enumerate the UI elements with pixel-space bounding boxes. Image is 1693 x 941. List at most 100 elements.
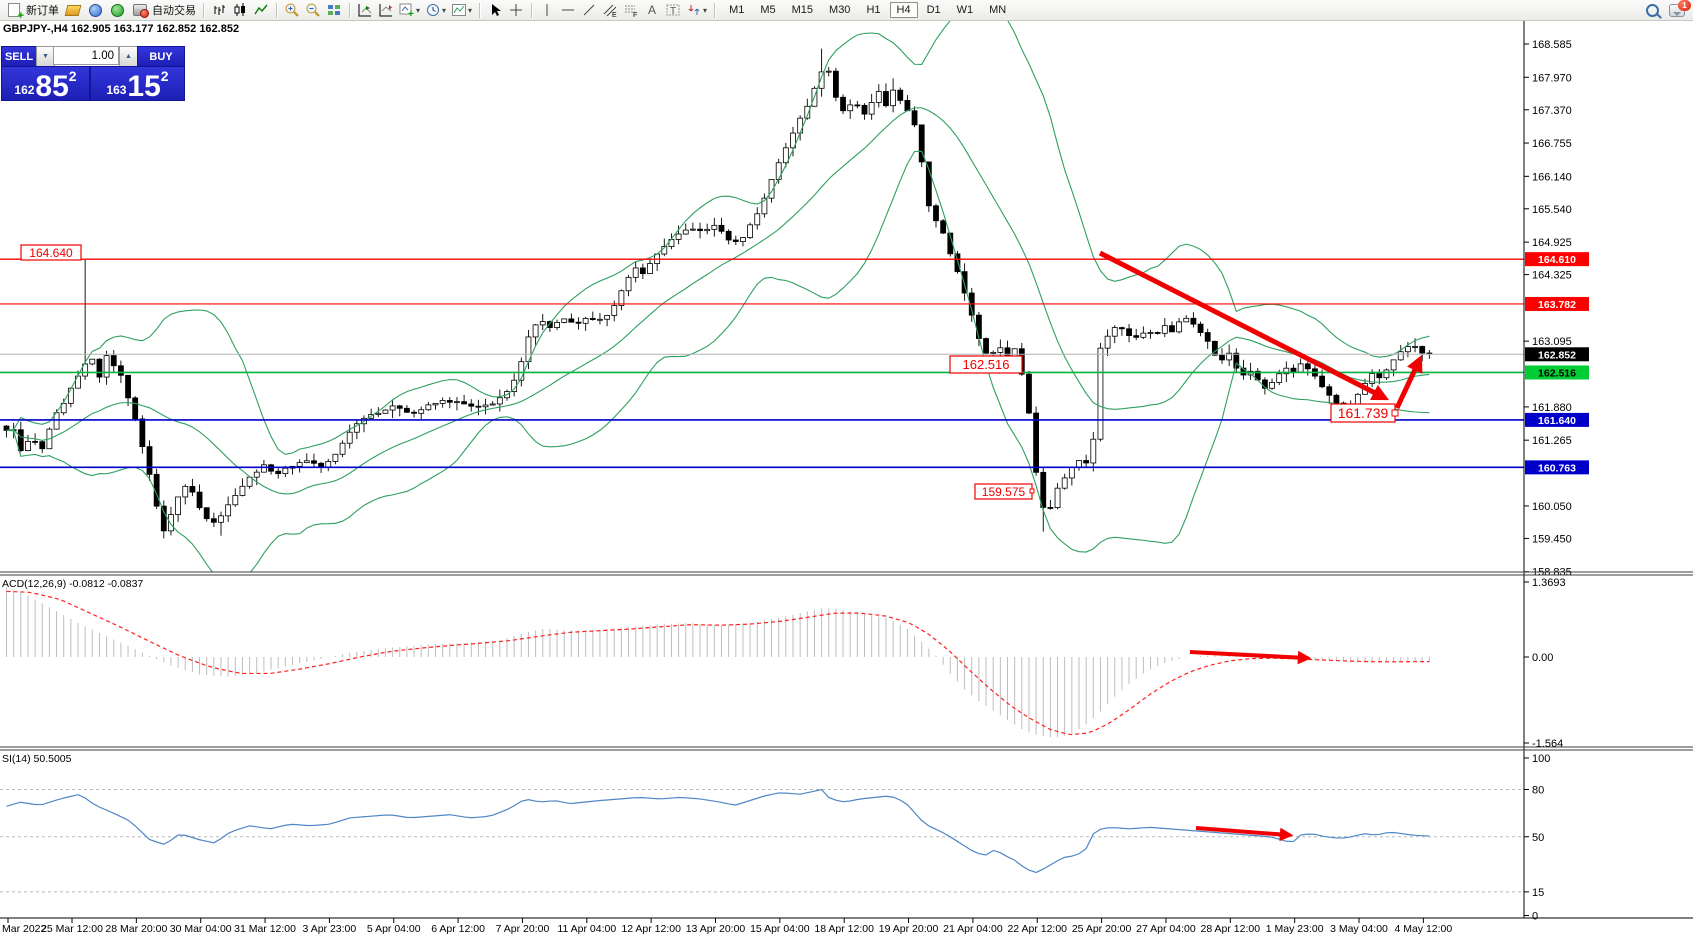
candle-body	[718, 224, 725, 232]
timeframe-m15-button[interactable]: M15	[791, 4, 814, 16]
price-label-annotation[interactable]	[949, 355, 1023, 374]
price-badge-label: 160.763	[1538, 462, 1576, 474]
candle-body	[639, 267, 646, 275]
templates-button[interactable]: ▾	[449, 1, 474, 19]
arrows-tool-button[interactable]: ▾	[684, 1, 709, 19]
candle-body	[768, 179, 775, 199]
candle-body	[1297, 363, 1304, 373]
candle-body	[625, 276, 632, 292]
community-button[interactable]	[85, 1, 106, 19]
bar-chart-button[interactable]	[209, 1, 229, 19]
candle-body	[468, 403, 475, 407]
candle-body	[82, 363, 89, 377]
candle-body	[1240, 367, 1247, 376]
candle-body	[911, 110, 918, 126]
time-tick-label: 21 Apr 04:00	[943, 923, 1003, 935]
candle-body	[1076, 460, 1082, 468]
zoom-out-icon	[305, 2, 321, 18]
channel-tool-button[interactable]: E	[600, 1, 620, 19]
time-tick-label: 19 Apr 20:00	[879, 923, 939, 935]
volume-input[interactable]	[53, 46, 119, 65]
volume-increase-button[interactable]: ▲	[119, 46, 138, 67]
buy-button[interactable]: BUY	[137, 46, 185, 67]
candle-body	[232, 495, 239, 506]
svg-text:T: T	[670, 6, 676, 17]
new-order-button[interactable]: + 新订单	[3, 1, 61, 22]
candle-body	[976, 314, 982, 339]
time-tick-label: 31 Mar 12:00	[234, 923, 296, 935]
trendline-tool-button[interactable]	[579, 1, 599, 19]
periods-button[interactable]: ▾	[423, 1, 448, 19]
candle-body	[325, 461, 332, 468]
time-tick-label: 28 Apr 12:00	[1201, 923, 1261, 935]
time-tick-label: 6 Apr 12:00	[431, 923, 485, 935]
price-label-annotation-text: 159.575	[982, 485, 1026, 499]
notifications-icon[interactable]: 1	[1669, 0, 1691, 17]
market-watch-button[interactable]	[62, 1, 84, 19]
timeframe-m30-button[interactable]: M30	[829, 4, 851, 16]
indicators-button[interactable]: + ▾	[397, 1, 422, 19]
text-tool-button[interactable]: A	[642, 1, 662, 19]
fibonacci-tool-button[interactable]: F	[621, 1, 641, 19]
text-label-tool-button[interactable]: T	[663, 1, 683, 19]
search-icon[interactable]	[1646, 3, 1659, 17]
horizontal-line-tool-button[interactable]	[558, 1, 578, 19]
chart-shift-icon	[378, 2, 394, 18]
time-tick-label: 25 Apr 20:00	[1072, 923, 1132, 935]
candle-body	[1283, 367, 1290, 375]
timeframe-mn-button[interactable]: MN	[989, 4, 1007, 16]
candle-body	[1068, 466, 1075, 479]
timeframe-w1-button[interactable]: W1	[956, 4, 974, 16]
timeframe-h4-button[interactable]: H4	[889, 2, 918, 18]
price-tick-label: 160.050	[1532, 501, 1572, 513]
cursor-tool-button[interactable]	[485, 1, 505, 19]
timeframe-m5-button[interactable]: M5	[760, 4, 776, 16]
macd-signal-line	[6, 590, 1430, 736]
candle-body	[1133, 335, 1140, 338]
sell-button[interactable]: SELL	[1, 46, 37, 67]
trend-arrow-annotation[interactable]	[1189, 650, 1312, 665]
candle-body	[597, 318, 603, 321]
tile-windows-button[interactable]	[324, 1, 344, 19]
candle-body	[1383, 369, 1390, 379]
candle-body	[897, 89, 904, 101]
candle-body	[1405, 346, 1411, 353]
candle-body	[990, 352, 997, 354]
candle-body	[125, 374, 131, 399]
candle-body	[475, 405, 482, 408]
fibonacci-icon: F	[623, 2, 639, 18]
vertical-line-tool-button[interactable]	[537, 1, 557, 19]
candle-body	[96, 358, 103, 378]
candle-body	[1219, 354, 1225, 361]
timeframe-m1-button[interactable]: M1	[729, 4, 745, 16]
zoom-in-button[interactable]	[282, 1, 302, 19]
candle-body	[1376, 373, 1383, 379]
annotation-handle[interactable]	[1391, 409, 1399, 417]
crosshair-tool-button[interactable]	[506, 1, 526, 19]
macd-tick-label: -1.564	[1532, 738, 1563, 750]
buy-price-box[interactable]: 163 15 2	[90, 66, 185, 102]
quote-line: GBPJPY-,H4 162.905 163.177 162.852 162.8…	[3, 23, 240, 35]
timeframe-d1-button[interactable]: D1	[926, 4, 941, 16]
timeframe-h1-button[interactable]: H1	[866, 4, 881, 16]
trend-arrow-annotation[interactable]	[1195, 826, 1294, 842]
trend-arrow-annotation[interactable]	[1394, 354, 1423, 410]
auto-trading-icon	[133, 4, 149, 18]
signals-button[interactable]	[107, 1, 128, 19]
time-tick-label: 3 Apr 23:00	[303, 923, 357, 935]
candle-body	[1097, 347, 1104, 440]
auto-scroll-button[interactable]	[355, 1, 375, 19]
candlestick-chart-button[interactable]	[230, 1, 250, 19]
trend-arrow-annotation[interactable]	[1098, 250, 1390, 401]
arrows-caret-icon: ▾	[703, 5, 708, 15]
zoom-out-button[interactable]	[303, 1, 323, 19]
time-tick-label: 11 Apr 04:00	[557, 923, 616, 935]
line-chart-button[interactable]	[251, 1, 271, 19]
annotation-handle[interactable]	[1029, 488, 1035, 494]
sell-price-box[interactable]: 162 85 2	[1, 66, 90, 102]
auto-trading-button[interactable]: 自动交易	[129, 1, 198, 19]
price-label-annotation[interactable]	[20, 244, 82, 261]
chart-shift-button[interactable]	[376, 1, 396, 19]
